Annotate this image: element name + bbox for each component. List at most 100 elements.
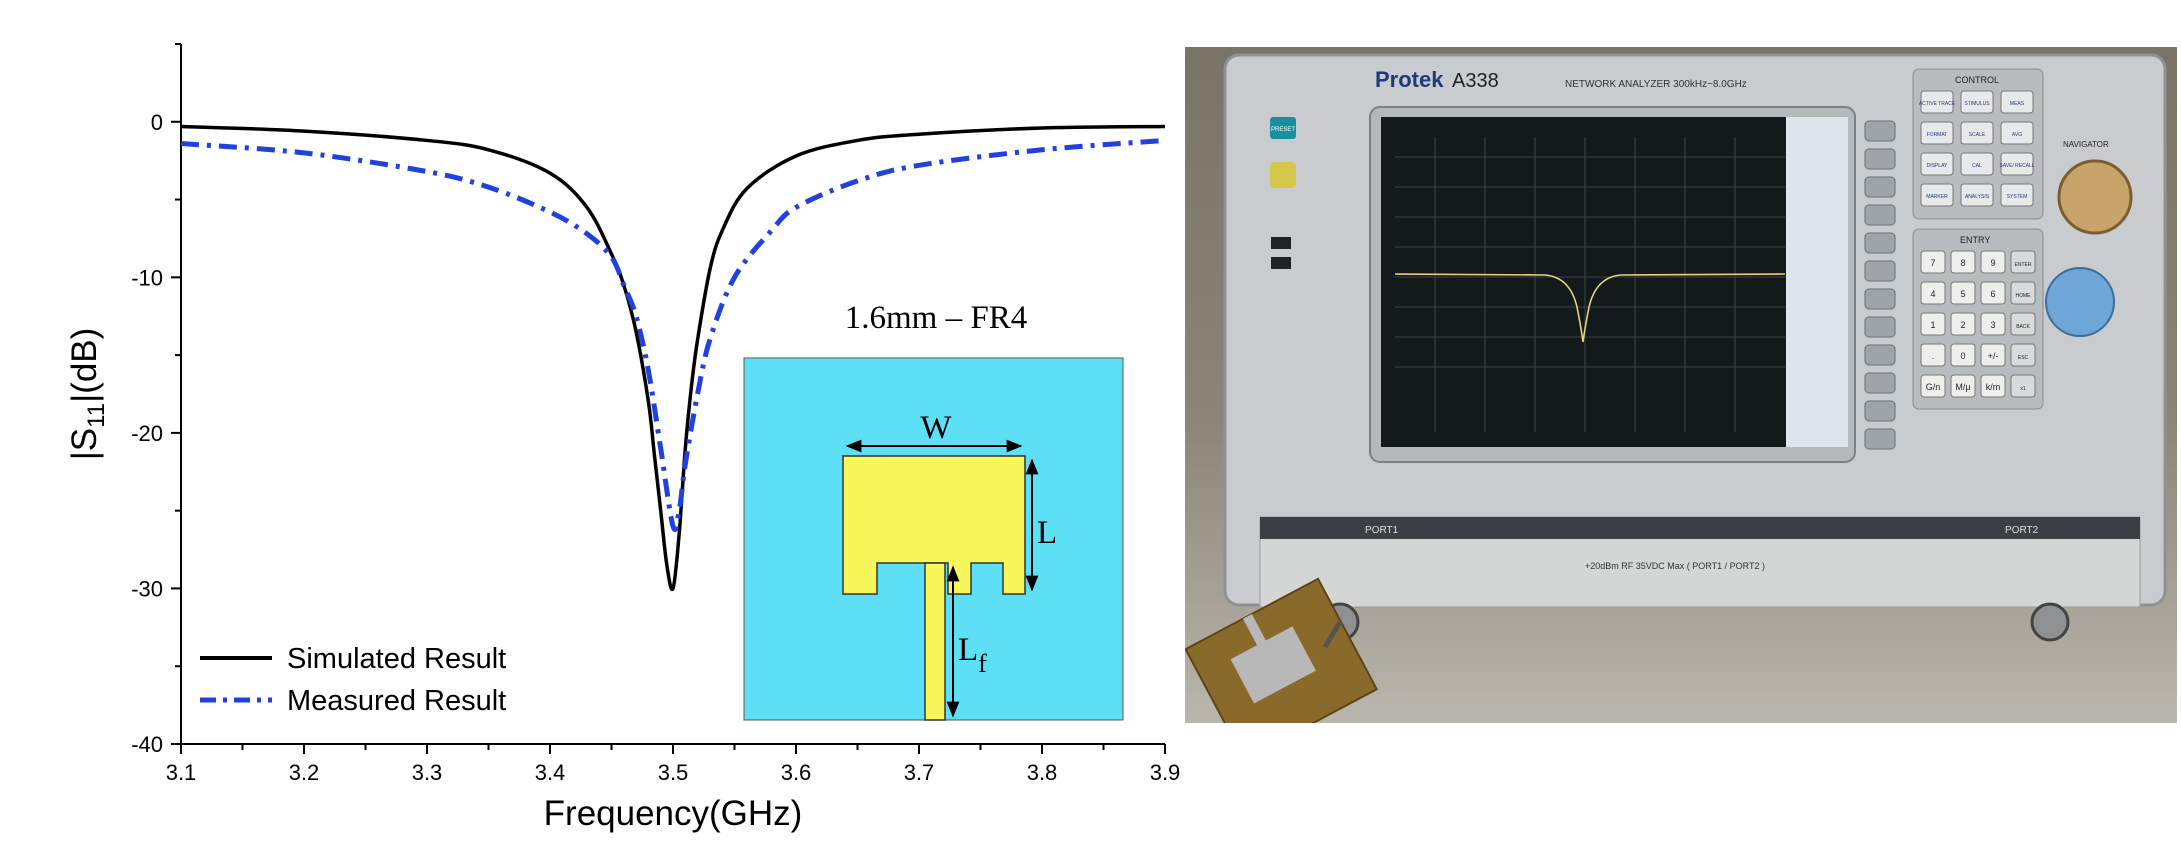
cable — [1322, 620, 1343, 649]
entry-key-cap — [1950, 250, 1976, 274]
control-key-label: SYSTEM — [2007, 194, 2028, 200]
y-axis-title: |S11|(dB) — [65, 328, 110, 461]
softkey-column — [1864, 120, 1896, 450]
control-key-label: AVG — [2012, 132, 2022, 138]
analyzer-illustration: PORT1 PORT2 +20dBm RF 35VDC Max ( PORT1 … — [1185, 53, 2167, 723]
antenna-inset: 1.6mm – FR4 W L Lf — [743, 300, 1124, 721]
lf-label: Lf — [958, 632, 987, 678]
entry-key: . — [1920, 343, 1946, 367]
entry-key: M/μ — [1950, 374, 1976, 398]
entry-key-label: 4 — [1930, 289, 1935, 299]
entry-key-label: 8 — [1960, 258, 1965, 268]
entry-key-cap — [1920, 281, 1946, 305]
l-label: L — [1037, 515, 1057, 551]
entry-key-label: 2 — [1960, 320, 1965, 330]
control-key-label: ACTIVE TRACE — [1919, 101, 1956, 107]
entry-key-label: 9 — [1990, 258, 1995, 268]
port1-label: PORT1 — [1365, 525, 1399, 536]
entry-key-label: 0 — [1960, 351, 1965, 361]
entry-key-cap — [1920, 312, 1946, 336]
control-key: MEAS — [2000, 90, 2034, 114]
entry-key-label: ESC — [2018, 355, 2029, 361]
legend: Simulated Result Measured Result — [200, 643, 506, 717]
screen-softkey-panel — [1786, 117, 1848, 447]
screen-grid — [1395, 137, 1785, 432]
control-key: AVG — [2000, 121, 2034, 145]
warning-text: +20dBm RF 35VDC Max ( PORT1 / PORT2 ) — [1585, 561, 1765, 571]
entry-key-cap — [1950, 312, 1976, 336]
entry-key-cap — [1980, 250, 2006, 274]
control-key-label: SAVE/ RECALL — [1999, 163, 2034, 169]
preset-label: PRESET — [1271, 127, 1295, 133]
entry-label: ENTRY — [1960, 235, 1990, 245]
control-key-label: DISPLAY — [1927, 163, 1948, 169]
model-name: A338 — [1452, 70, 1499, 92]
entry-key: 0 — [1950, 343, 1976, 367]
control-key-cap — [1960, 121, 1994, 145]
arrow-pad — [2045, 267, 2115, 337]
inset-title: 1.6mm – FR4 — [845, 300, 1027, 336]
entry-key-cap — [2010, 250, 2036, 274]
port2-connector — [2030, 602, 2070, 642]
entry-key-label: BACK — [2016, 324, 2030, 330]
entry-keys: 7 8 9 ENTER 4 5 6 HOME 1 2 3 BACK. 0 +/- ESC G/n M/μ k/m x… — [1920, 250, 2036, 398]
entry-key: 9 — [1980, 250, 2006, 274]
control-keys: ACTIVE TRACE STIMULUS MEAS FORMAT SCALE AVG DI… — [1919, 90, 2035, 207]
control-key: ACTIVE TRACE — [1919, 90, 1956, 114]
entry-key-cap — [1950, 343, 1976, 367]
entry-key: 8 — [1950, 250, 1976, 274]
feed-line — [924, 562, 946, 721]
entry-key-cap — [1920, 343, 1946, 367]
navigator-label: NAVIGATOR — [2063, 140, 2109, 149]
antenna-pcb — [1185, 577, 1379, 723]
control-key: CAL — [1960, 152, 1994, 176]
control-key-label: SCALE — [1969, 132, 1986, 138]
control-key-cap — [2000, 121, 2034, 145]
axis-ticks — [171, 43, 1166, 754]
entry-key-label: M/μ — [1955, 382, 1970, 392]
control-key: SCALE — [1960, 121, 1994, 145]
lf-label-main: L — [958, 632, 978, 668]
brand-name: Protek — [1375, 67, 1444, 92]
entry-key-label: +/- — [1988, 351, 1999, 361]
entry-key-cap — [2010, 281, 2036, 305]
x-tick-label: 3.5 — [658, 760, 689, 785]
entry-key-label: G/n — [1926, 382, 1941, 392]
entry-key-cap — [2010, 312, 2036, 336]
entry-key: 7 — [1920, 250, 1946, 274]
screen-trace — [1394, 273, 1786, 343]
navigator-knob — [2057, 159, 2133, 235]
entry-key-cap — [1980, 281, 2006, 305]
control-key: SAVE/ RECALL — [1999, 152, 2035, 176]
lf-label-sub: f — [978, 649, 987, 678]
control-key-cap — [1920, 183, 1954, 207]
y-tick-label: -20 — [131, 421, 163, 446]
control-key-label: STIMULUS — [1964, 101, 1990, 107]
control-key-cap — [1960, 183, 1994, 207]
x-tick-label: 3.4 — [535, 760, 566, 785]
control-key: FORMAT — [1920, 121, 1954, 145]
entry-key-cap — [1950, 374, 1976, 398]
port-label-strip — [1260, 517, 2140, 539]
x-tick-label: 3.1 — [166, 760, 197, 785]
entry-key: HOME — [2010, 281, 2036, 305]
x-tick-label: 3.6 — [781, 760, 812, 785]
control-label: CONTROL — [1955, 75, 1999, 85]
entry-key: 1 — [1920, 312, 1946, 336]
entry-panel — [1912, 228, 2044, 410]
y-axis-title-end: |(dB) — [65, 328, 104, 403]
control-key: STIMULUS — [1960, 90, 1994, 114]
control-key: ANALYSIS — [1960, 183, 1994, 207]
control-key-label: MARKER — [1926, 194, 1948, 200]
x-tick-label: 3.7 — [904, 760, 935, 785]
entry-key-cap — [1920, 374, 1946, 398]
entry-key-label: HOME — [2016, 293, 2032, 299]
y-tick-labels: 0 -10 -20 -30 -40 — [131, 110, 163, 757]
control-key-cap — [1920, 90, 1954, 114]
simulated-curve — [180, 124, 1166, 592]
control-key-cap — [2000, 183, 2034, 207]
entry-key: ENTER — [2010, 250, 2036, 274]
model-desc: NETWORK ANALYZER 300kHz~8.0GHz — [1565, 79, 1747, 90]
x-axis-title: Frequency(GHz) — [544, 794, 803, 833]
entry-key: ESC — [2010, 343, 2036, 367]
